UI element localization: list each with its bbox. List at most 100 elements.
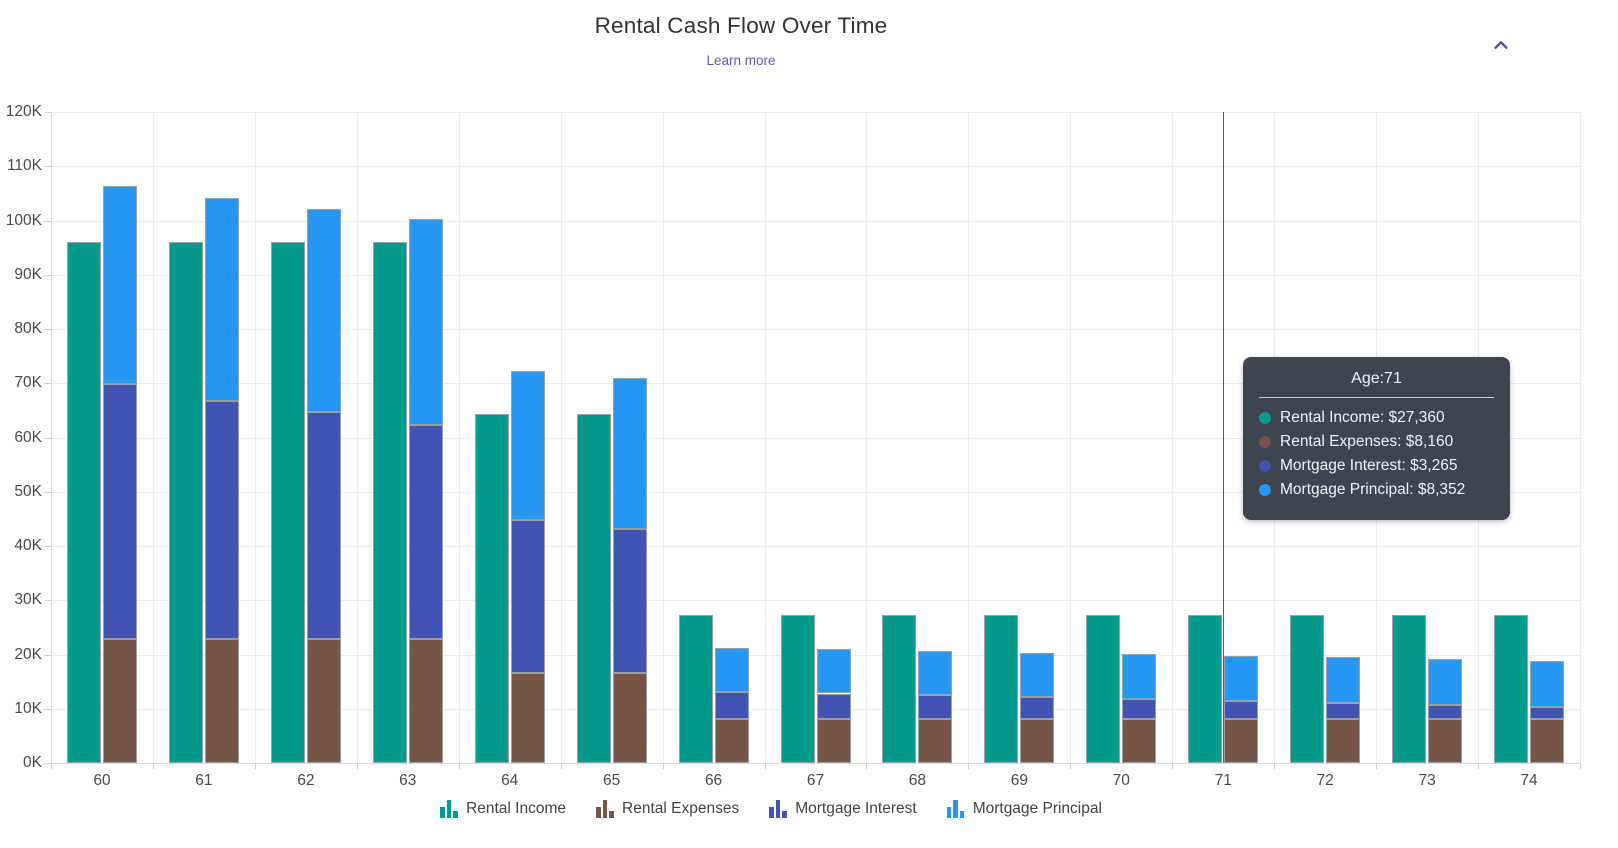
bar-rental-expenses-69[interactable] xyxy=(1020,718,1055,763)
bar-mortgage-principal-66[interactable] xyxy=(714,647,749,692)
bar-rental-expenses-64[interactable] xyxy=(510,672,545,763)
bar-mortgage-interest-64[interactable] xyxy=(510,519,545,673)
legend-label: Mortgage Interest xyxy=(795,800,917,817)
bar-rental-expenses-60[interactable] xyxy=(102,638,137,763)
x-axis-tick xyxy=(458,763,460,769)
bar-mortgage-principal-73[interactable] xyxy=(1428,658,1463,705)
bar-rental-income-74[interactable] xyxy=(1494,614,1529,763)
bar-rental-income-68[interactable] xyxy=(882,614,917,763)
bar-mortgage-interest-70[interactable] xyxy=(1122,699,1157,719)
bar-rental-income-69[interactable] xyxy=(984,614,1019,763)
bar-mortgage-interest-71[interactable] xyxy=(1224,701,1259,719)
bar-mortgage-principal-64[interactable] xyxy=(510,371,545,520)
x-axis-tick xyxy=(1274,763,1276,769)
x-axis-label: 72 xyxy=(1316,772,1334,789)
bar-mortgage-principal-60[interactable] xyxy=(102,185,137,385)
y-gridline xyxy=(51,546,1580,547)
x-gridline xyxy=(458,112,460,763)
series-color-dot-icon xyxy=(1259,436,1271,448)
bar-rental-income-70[interactable] xyxy=(1086,614,1121,763)
x-axis-label: 74 xyxy=(1520,772,1538,789)
bar-rental-expenses-70[interactable] xyxy=(1122,718,1157,763)
x-axis-tick xyxy=(254,763,256,769)
bar-rental-income-71[interactable] xyxy=(1188,614,1223,763)
bar-rental-expenses-66[interactable] xyxy=(714,718,749,763)
tooltip-title: Age:71 xyxy=(1351,370,1402,387)
learn-more-link[interactable]: Learn more xyxy=(706,53,776,68)
bar-rental-expenses-67[interactable] xyxy=(816,718,851,763)
y-axis-label: 40K xyxy=(14,537,42,554)
bar-mortgage-interest-63[interactable] xyxy=(408,425,443,639)
x-axis-tick xyxy=(152,763,154,769)
bar-mortgage-principal-61[interactable] xyxy=(204,197,239,401)
bar-rental-income-73[interactable] xyxy=(1392,614,1427,763)
y-axis-tick xyxy=(44,491,51,493)
x-gridline xyxy=(1070,112,1072,763)
x-axis-tick xyxy=(764,763,766,769)
hover-crosshair-line xyxy=(1223,112,1225,763)
y-axis-label: 60K xyxy=(14,428,42,446)
bar-rental-income-66[interactable] xyxy=(678,614,713,763)
x-axis-label: 64 xyxy=(501,772,519,789)
x-axis-tick xyxy=(356,763,358,769)
y-axis-tick xyxy=(44,329,51,330)
x-axis-label: 60 xyxy=(93,772,111,789)
bar-rental-expenses-72[interactable] xyxy=(1326,718,1361,763)
bar-rental-income-72[interactable] xyxy=(1290,614,1325,763)
bar-mortgage-interest-72[interactable] xyxy=(1326,702,1361,719)
x-gridline xyxy=(152,112,154,763)
x-axis-tick xyxy=(1478,763,1480,769)
bar-mortgage-principal-62[interactable] xyxy=(306,208,341,412)
x-gridline xyxy=(764,112,766,763)
bar-rental-expenses-61[interactable] xyxy=(204,638,239,763)
bar-mortgage-interest-66[interactable] xyxy=(714,691,749,719)
legend-item-rental-income[interactable]: Rental Income xyxy=(440,800,566,818)
bar-mortgage-interest-60[interactable] xyxy=(102,384,137,639)
bar-mortgage-principal-65[interactable] xyxy=(612,378,647,529)
bar-mortgage-principal-74[interactable] xyxy=(1530,660,1565,707)
tooltip-series-value: Mortgage Interest: $3,265 xyxy=(1280,457,1458,474)
mini-bar-chart-icon xyxy=(596,800,614,818)
bar-mortgage-interest-65[interactable] xyxy=(612,528,647,673)
x-gridline xyxy=(560,112,562,763)
bar-rental-expenses-71[interactable] xyxy=(1224,718,1259,763)
bar-rental-income-65[interactable] xyxy=(576,413,611,763)
bar-rental-income-62[interactable] xyxy=(270,242,305,763)
bar-rental-income-64[interactable] xyxy=(474,413,509,763)
bar-mortgage-principal-70[interactable] xyxy=(1122,654,1157,700)
bar-mortgage-principal-72[interactable] xyxy=(1326,657,1361,703)
legend-item-mortgage-interest[interactable]: Mortgage Interest xyxy=(769,800,917,818)
bar-rental-income-60[interactable] xyxy=(66,242,101,763)
bar-rental-income-61[interactable] xyxy=(168,242,203,763)
y-axis-label: 100K xyxy=(5,211,42,229)
collapse-chart-button[interactable] xyxy=(1486,30,1516,60)
legend-item-mortgage-principal[interactable]: Mortgage Principal xyxy=(946,800,1102,818)
bar-mortgage-interest-74[interactable] xyxy=(1530,706,1565,719)
bar-rental-expenses-62[interactable] xyxy=(306,638,341,763)
bar-mortgage-interest-67[interactable] xyxy=(816,693,851,719)
bar-rental-expenses-68[interactable] xyxy=(918,718,953,763)
bar-mortgage-principal-63[interactable] xyxy=(408,219,443,425)
x-gridline xyxy=(1172,112,1174,763)
bar-mortgage-interest-73[interactable] xyxy=(1428,704,1463,719)
bar-rental-expenses-65[interactable] xyxy=(612,672,647,763)
y-axis-label: 90K xyxy=(14,265,42,283)
bar-rental-expenses-63[interactable] xyxy=(408,638,443,763)
x-gridline xyxy=(866,112,868,763)
bar-rental-expenses-74[interactable] xyxy=(1530,718,1565,763)
legend-label: Mortgage Principal xyxy=(972,800,1102,817)
legend-item-rental-expenses[interactable]: Rental Expenses xyxy=(596,800,739,818)
bar-mortgage-principal-71[interactable] xyxy=(1224,655,1259,701)
bar-mortgage-interest-62[interactable] xyxy=(306,412,341,639)
bar-mortgage-principal-68[interactable] xyxy=(918,650,953,696)
bar-rental-expenses-73[interactable] xyxy=(1428,718,1463,763)
bar-mortgage-interest-69[interactable] xyxy=(1020,697,1055,719)
bar-mortgage-interest-61[interactable] xyxy=(204,400,239,639)
chevron-up-icon xyxy=(1494,41,1508,49)
bar-mortgage-principal-67[interactable] xyxy=(816,649,851,694)
y-axis-label: 80K xyxy=(14,320,42,337)
bar-mortgage-principal-69[interactable] xyxy=(1020,652,1055,698)
bar-rental-income-63[interactable] xyxy=(372,242,407,763)
bar-mortgage-interest-68[interactable] xyxy=(918,695,953,719)
bar-rental-income-67[interactable] xyxy=(780,614,815,763)
